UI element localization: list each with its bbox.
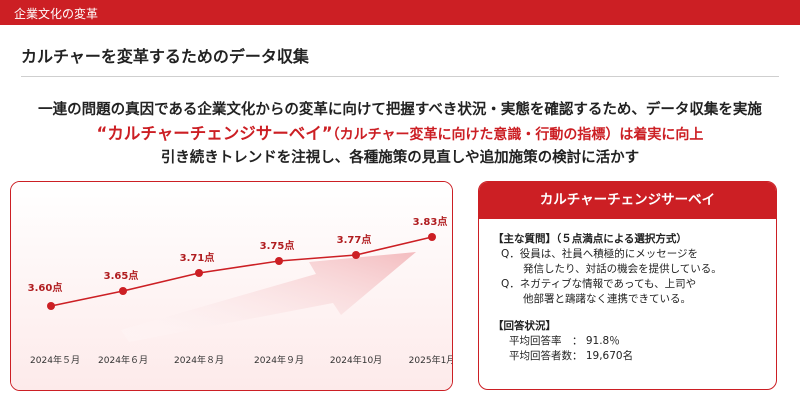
- data-point: [47, 302, 55, 310]
- survey-name-highlight: “カルチャーチェンジサーベイ”: [96, 124, 333, 143]
- question-1-line-1: Q．役員は、社員へ積極的にメッセージを: [501, 248, 699, 260]
- data-point: [119, 287, 127, 295]
- questions-heading: 【主な質問】（５点満点による選択方式）: [493, 233, 687, 245]
- data-point: [428, 233, 436, 241]
- data-label: 3.75点: [260, 239, 295, 252]
- question-1-line-2: 発信したり、対話の機会を提供している。: [523, 263, 722, 275]
- trend-chart-card: 3.60点 3.65点 3.71点 3.75点 3.77点 3.83点 2024年５月 20…: [10, 181, 453, 391]
- average-respondents: 平均回答者数： 19,670名: [509, 350, 634, 362]
- data-label: 3.71点: [180, 251, 215, 264]
- lead-line-1: 一連の問題の真因である企業文化からの変革に向けて把握すべき状況・実態を確認するた…: [38, 102, 762, 118]
- x-tick-label: 2024年５月: [30, 354, 80, 366]
- section-header-bar: 企業文化の変革: [0, 0, 800, 25]
- growth-arrow-graphic: [121, 252, 416, 342]
- survey-info-card: カルチャーチェンジサーベイ 【主な質問】（５点満点による選択方式） Q．役員は、…: [478, 181, 777, 390]
- survey-card-body: 【主な質問】（５点満点による選択方式） Q．役員は、社員へ積極的にメッセージを …: [493, 232, 722, 364]
- response-status-heading: 【回答状況】: [493, 320, 556, 332]
- data-label: 3.65点: [104, 269, 139, 282]
- trend-line-chart: 3.60点 3.65点 3.71点 3.75点 3.77点 3.83点 2024年５月 20…: [11, 182, 453, 390]
- title-divider: [21, 76, 779, 77]
- data-label: 3.83点: [413, 215, 448, 228]
- question-2-line-1: Q．ネガティブな情報であっても、上司や: [501, 278, 697, 290]
- survey-card-title: カルチャーチェンジサーベイ: [479, 182, 776, 219]
- data-point: [195, 269, 203, 277]
- question-2-line-2: 他部署と躊躇なく連携できている。: [523, 293, 691, 305]
- x-tick-label: 2025年1月: [409, 354, 453, 366]
- data-label: 3.77点: [337, 233, 372, 246]
- data-point: [352, 251, 360, 259]
- series-line: [50, 236, 433, 307]
- x-tick-label: 2024年８月: [174, 354, 224, 366]
- chart-background: [11, 182, 452, 390]
- lead-line-3: 引き続きトレンドを注視し、各種施策の見直しや追加施策の検討に活かす: [160, 150, 640, 166]
- lead-line-2: “カルチャーチェンジサーベイ”（カルチャー変革に向けた意識・行動の指標）は着実に…: [0, 120, 800, 144]
- data-point: [275, 257, 283, 265]
- data-label: 3.60点: [28, 281, 63, 294]
- x-tick-label: 2024年６月: [98, 354, 148, 366]
- average-response-rate: 平均回答率 ： 91.8％: [509, 335, 620, 347]
- x-tick-label: 2024年10月: [330, 354, 382, 366]
- lead-line-2-rest: （カルチャー変革に向けた意識・行動の指標）は着実に向上: [332, 127, 704, 143]
- x-tick-label: 2024年９月: [254, 354, 304, 366]
- section-header-label: 企業文化の変革: [14, 7, 99, 21]
- page-title: カルチャーを変革するためのデータ収集: [21, 47, 309, 66]
